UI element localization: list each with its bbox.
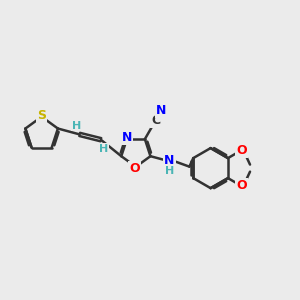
Text: O: O <box>236 179 247 192</box>
Text: N: N <box>156 104 167 117</box>
Text: H: H <box>165 166 174 176</box>
Text: O: O <box>236 144 247 157</box>
Text: H: H <box>72 121 81 130</box>
Text: N: N <box>122 131 132 144</box>
Text: H: H <box>99 144 108 154</box>
Text: N: N <box>164 154 175 167</box>
Text: S: S <box>37 109 46 122</box>
Text: C: C <box>151 114 160 127</box>
Text: O: O <box>129 162 140 175</box>
